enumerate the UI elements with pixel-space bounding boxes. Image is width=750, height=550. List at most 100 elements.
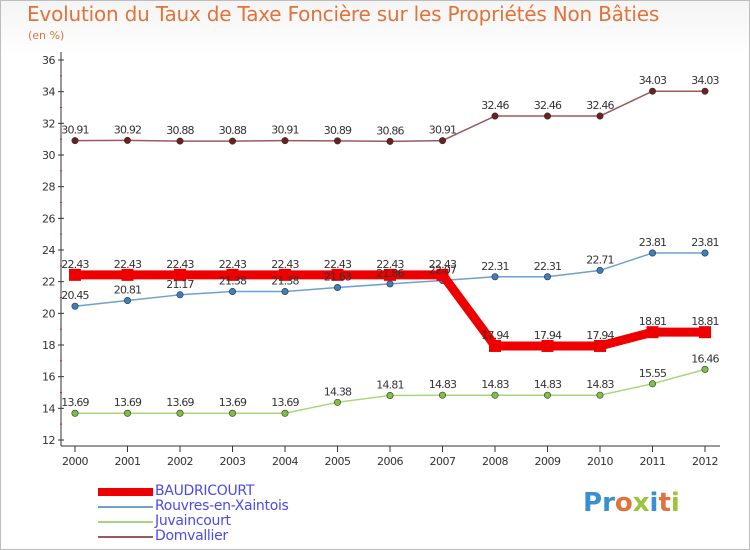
data-point [436, 268, 449, 281]
data-point [648, 87, 656, 95]
data-label: 30.86 [376, 124, 404, 137]
y-tick-label: 20 [42, 307, 55, 320]
data-label: 13.69 [271, 396, 299, 409]
data-label: 17.94 [534, 329, 562, 342]
logo-letter: i [670, 488, 680, 518]
data-point [229, 409, 237, 417]
data-label: 22.43 [271, 258, 299, 271]
data-label: 17.94 [586, 329, 614, 342]
data-point [491, 391, 499, 399]
data-point [701, 249, 709, 257]
data-point [543, 112, 551, 120]
data-point [701, 87, 709, 95]
data-point [438, 137, 446, 145]
data-label: 21.38 [271, 274, 299, 287]
data-label: 22.43 [114, 258, 142, 271]
y-unit-label: (en %) [28, 29, 65, 42]
data-point [71, 137, 79, 145]
data-label: 14.38 [324, 385, 352, 398]
data-point [333, 398, 341, 406]
y-tick-label: 28 [42, 181, 55, 194]
data-point [699, 326, 711, 339]
data-label: 21.86 [376, 267, 404, 280]
logo-letter: t [658, 488, 671, 518]
x-tick-label: 2007 [430, 455, 456, 468]
x-tick-label: 2003 [220, 455, 246, 468]
data-label: 32.46 [586, 99, 614, 112]
data-point [124, 297, 132, 305]
legend-swatch [98, 488, 153, 496]
data-label: 21.17 [166, 278, 194, 291]
data-label: 18.81 [691, 315, 719, 328]
data-point [174, 268, 186, 281]
data-point [543, 273, 551, 281]
data-point [489, 339, 501, 352]
logo-letter: i [649, 488, 659, 518]
y-tick-label: 34 [42, 86, 55, 99]
data-label: 32.46 [481, 99, 509, 112]
data-label: 23.81 [639, 236, 667, 249]
data-label: 20.81 [114, 284, 142, 297]
y-tick-label: 16 [42, 371, 55, 384]
data-label: 15.55 [639, 367, 667, 380]
data-point [71, 302, 79, 310]
data-point [701, 365, 709, 373]
legend-swatch [98, 536, 153, 538]
data-point [124, 136, 132, 144]
legend-label: Domvallier [155, 528, 228, 544]
data-point [331, 268, 344, 281]
data-label: 22.43 [166, 258, 194, 271]
legend-label: Rouvres-en-Xaintois [155, 498, 289, 514]
data-point [386, 392, 394, 400]
data-label: 14.83 [429, 378, 457, 391]
data-point [386, 137, 394, 145]
y-tick-label: 14 [42, 402, 55, 415]
data-point [71, 409, 79, 417]
data-label: 14.83 [586, 378, 614, 391]
data-label: 30.89 [324, 124, 352, 137]
x-tick-label: 2001 [115, 455, 141, 468]
data-label: 22.43 [324, 258, 352, 271]
legend-label: Juvaincourt [155, 513, 231, 529]
data-label: 22.31 [481, 260, 509, 273]
data-point [333, 137, 341, 145]
data-point [124, 409, 132, 417]
data-point [384, 268, 396, 281]
y-tick-label: 18 [42, 339, 55, 352]
data-point [596, 112, 604, 120]
data-point [646, 326, 659, 339]
logo-letter: r [602, 488, 615, 518]
data-label: 13.69 [219, 396, 247, 409]
data-label: 20.45 [61, 289, 89, 302]
data-label: 30.91 [271, 124, 299, 137]
data-point [281, 287, 289, 295]
logo-letter: x [632, 488, 650, 518]
data-label: 32.46 [534, 99, 562, 112]
chart-title: Evolution du Taux de Taxe Foncière sur l… [27, 2, 660, 26]
data-point [596, 391, 604, 399]
data-point [279, 268, 291, 281]
x-tick-label: 2000 [62, 455, 88, 468]
data-point [491, 273, 499, 281]
data-label: 21.63 [324, 271, 352, 284]
data-label: 14.81 [376, 379, 404, 392]
data-label: 30.88 [166, 124, 194, 137]
data-point [491, 112, 499, 120]
data-label: 30.88 [219, 124, 247, 137]
data-point [176, 291, 184, 299]
legend-swatch [98, 506, 153, 508]
data-point [596, 266, 604, 274]
data-label: 22.43 [429, 258, 457, 271]
data-label: 34.03 [639, 74, 667, 87]
logo-letter: P [583, 488, 603, 518]
data-point [541, 339, 554, 352]
data-point [229, 137, 237, 145]
logo-letter: o [614, 488, 633, 518]
data-label: 23.81 [691, 236, 719, 249]
data-label: 22.31 [534, 260, 562, 273]
legend-label: BAUDRICOURT [155, 483, 255, 499]
data-point [594, 339, 606, 352]
data-label: 14.83 [481, 378, 509, 391]
data-label: 22.07 [429, 264, 457, 277]
y-tick-label: 26 [42, 212, 55, 225]
